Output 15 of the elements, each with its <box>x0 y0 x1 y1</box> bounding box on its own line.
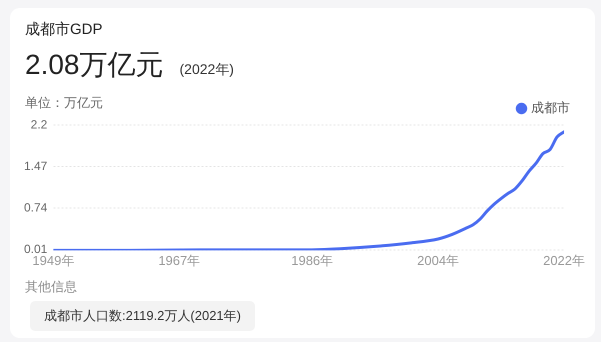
chart-title: 成都市GDP <box>25 20 103 39</box>
y-tick-label: 1.47 <box>24 158 48 173</box>
x-tick-label: 2022年 <box>543 252 585 268</box>
legend-label: 成都市 <box>531 100 570 116</box>
x-tick-label: 1967年 <box>158 252 200 268</box>
y-tick-label: 0.74 <box>24 200 48 215</box>
text: 其他信息 <box>25 278 77 296</box>
chart-subtitle: 2.08万亿元 <box>25 49 164 80</box>
y-axis-title: 单位：万亿元 <box>25 94 103 112</box>
x-tick-label: 2004年 <box>417 252 460 268</box>
text: 成都市人口数:2119.2万人(2021年) <box>30 301 255 331</box>
text: (2022年) <box>180 61 234 77</box>
y-tick-label: 2.2 <box>30 117 48 132</box>
x-tick-label: 1986年 <box>291 252 334 268</box>
line-series <box>53 130 564 250</box>
